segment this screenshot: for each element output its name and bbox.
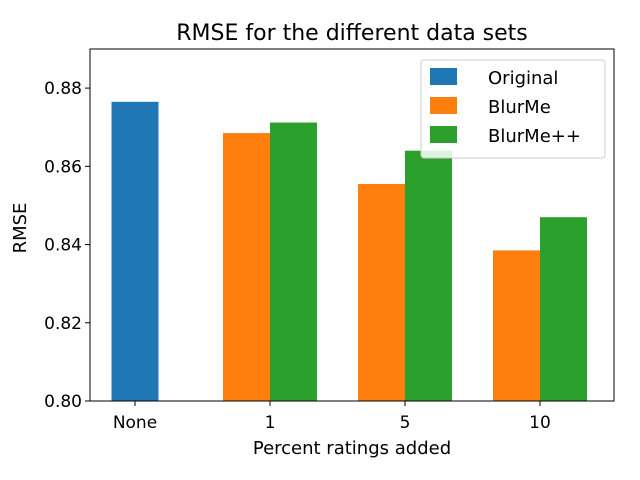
bar-blurme-5	[358, 183, 405, 401]
legend-label: BlurMe++	[488, 126, 581, 147]
legend-box	[420, 59, 606, 159]
legend-label: Original	[488, 68, 558, 89]
chart-title: RMSE for the different data sets	[176, 21, 528, 46]
y-tick-label: 0.80	[44, 392, 82, 412]
bar-blurme-10	[493, 250, 540, 401]
bar-blurmeplusplus-10	[540, 217, 587, 401]
y-tick-label: 0.88	[44, 79, 82, 99]
x-tick-label: 10	[529, 413, 551, 433]
legend-swatch	[430, 126, 457, 143]
y-tick-label: 0.82	[44, 314, 82, 334]
y-tick-label: 0.84	[44, 236, 82, 256]
x-tick-label: None	[113, 413, 157, 433]
legend-label: BlurMe	[488, 97, 551, 118]
plot-frame	[89, 48, 615, 402]
y-tick-label: 0.86	[44, 157, 82, 177]
y-axis-label: RMSE	[10, 203, 31, 254]
legend-swatch	[430, 68, 457, 85]
bar-blurme-1	[223, 133, 270, 402]
bar-blurmeplusplus-5	[405, 150, 452, 401]
bars	[111, 101, 587, 402]
y-axis: 0.80 0.82 0.84 0.86 0.88	[44, 79, 90, 412]
x-tick-label: 5	[400, 413, 411, 433]
legend: Original BlurMe BlurMe++	[420, 59, 606, 159]
x-axis: None 1 5 10	[113, 401, 551, 433]
bar-original-none	[111, 101, 159, 402]
bar-blurmeplusplus-1	[270, 122, 317, 401]
x-tick-label: 1	[265, 413, 276, 433]
x-axis-label: Percent ratings added	[253, 438, 451, 459]
legend-swatch	[430, 97, 457, 114]
